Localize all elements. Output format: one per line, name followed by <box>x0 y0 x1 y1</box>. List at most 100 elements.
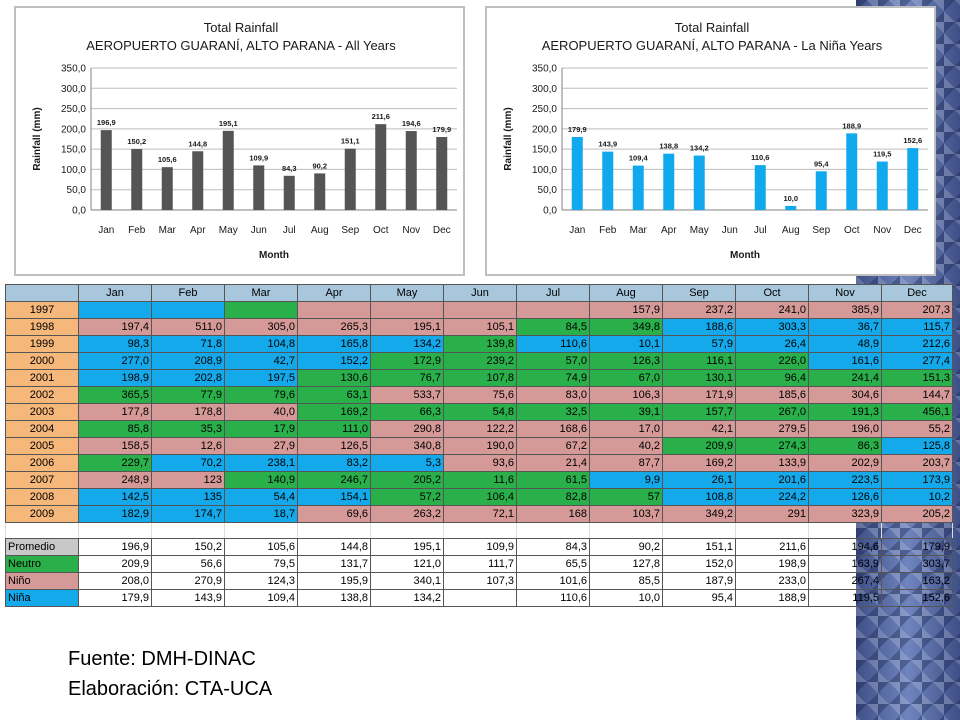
year-cell: 1997 <box>5 301 79 319</box>
value-cell: 305,0 <box>224 318 298 336</box>
column-header <box>5 284 79 302</box>
value-cell: 202,9 <box>808 454 882 472</box>
table-row: 2000 277,0 208,9 42,7 152,2 172,9 239,2 57,0 126… <box>5 352 953 370</box>
x-tick-label: Mar <box>159 225 177 236</box>
value-cell: 123 <box>151 471 225 489</box>
table-row: 1999 98,3 71,8 104,8 165,8 134,2 139,8 110,6 10,… <box>5 335 953 353</box>
value-cell: 165,8 <box>297 335 371 353</box>
summary-label: Neutro <box>5 555 79 573</box>
table-row: 1997 157,9 237,2 241,0 385,9 207,3 <box>5 301 953 319</box>
data-label: 150,2 <box>127 137 146 146</box>
data-label: 179,9 <box>432 125 451 134</box>
value-cell: 151,3 <box>881 369 953 387</box>
summary-value: 109,9 <box>443 538 517 556</box>
data-label: 84,3 <box>282 164 297 173</box>
spacer-cell <box>297 522 371 539</box>
y-axis-label: Rainfall (mm) <box>32 107 43 170</box>
y-tick-label: 0,0 <box>543 206 557 217</box>
data-label: 134,2 <box>690 144 709 153</box>
summary-value: 111,7 <box>443 555 517 573</box>
y-tick-label: 150,0 <box>61 145 86 156</box>
value-cell: 154,1 <box>297 488 371 506</box>
value-cell: 267,0 <box>735 403 809 421</box>
x-tick-label: Oct <box>373 225 389 236</box>
value-cell: 158,5 <box>78 437 152 455</box>
rainfall-table: Jan Feb Mar Apr May Jun Jul Aug Sep Oct Nov Dec 1997… <box>5 284 953 607</box>
bar <box>222 130 234 210</box>
value-cell: 190,0 <box>443 437 517 455</box>
value-cell: 74,9 <box>516 369 590 387</box>
spacer-cell <box>808 522 882 539</box>
value-cell: 108,8 <box>662 488 736 506</box>
year-cell: 2007 <box>5 471 79 489</box>
spacer-cell <box>151 522 225 539</box>
year-cell: 2001 <box>5 369 79 387</box>
column-header: Oct <box>735 284 809 302</box>
value-cell: 161,6 <box>808 352 882 370</box>
value-cell: 130,1 <box>662 369 736 387</box>
y-tick-label: 300,0 <box>61 84 86 95</box>
summary-value <box>443 589 517 607</box>
value-cell: 57 <box>589 488 663 506</box>
year-cell: 2004 <box>5 420 79 438</box>
x-tick-label: May <box>690 225 709 236</box>
table-spacer-row <box>5 522 953 539</box>
spacer-cell <box>589 522 663 539</box>
spacer-cell <box>735 522 809 539</box>
summary-value: 188,9 <box>735 589 809 607</box>
summary-value: 233,0 <box>735 572 809 590</box>
value-cell: 83,0 <box>516 386 590 404</box>
chart-title: Total Rainfall <box>204 20 279 35</box>
value-cell: 104,8 <box>224 335 298 353</box>
value-cell: 241,4 <box>808 369 882 387</box>
summary-value: 109,4 <box>224 589 298 607</box>
summary-value: 152,6 <box>881 589 953 607</box>
summary-value: 127,8 <box>589 555 663 573</box>
value-cell: 126,5 <box>297 437 371 455</box>
value-cell: 277,4 <box>881 352 953 370</box>
summary-value: 101,6 <box>516 572 590 590</box>
bar <box>283 175 295 210</box>
x-axis-label: Month <box>730 250 760 261</box>
spacer-cell <box>443 522 517 539</box>
summary-row: Promedio 196,9 150,2 105,6 144,8 195,1 109,9 84… <box>5 538 953 556</box>
summary-value: 65,5 <box>516 555 590 573</box>
summary-value: 195,9 <box>297 572 371 590</box>
value-cell: 169,2 <box>662 454 736 472</box>
value-cell: 263,2 <box>370 505 444 523</box>
y-tick-label: 50,0 <box>538 185 558 196</box>
data-label: 10,0 <box>783 194 798 203</box>
value-cell <box>443 301 517 319</box>
summary-row: Neutro 209,9 56,6 79,5 131,7 121,0 111,7 65,5 12… <box>5 555 953 573</box>
value-cell: 212,6 <box>881 335 953 353</box>
value-cell: 197,4 <box>78 318 152 336</box>
value-cell: 171,9 <box>662 386 736 404</box>
value-cell: 134,2 <box>370 335 444 353</box>
value-cell: 133,9 <box>735 454 809 472</box>
bar <box>663 153 675 210</box>
summary-value: 270,9 <box>151 572 225 590</box>
year-cell: 2002 <box>5 386 79 404</box>
table-row: 2009 182,9 174,7 18,7 69,6 263,2 72,1 168 103,7 3… <box>5 505 953 523</box>
summary-value: 267,4 <box>808 572 882 590</box>
value-cell: 135 <box>151 488 225 506</box>
value-cell: 239,2 <box>443 352 517 370</box>
value-cell <box>78 301 152 319</box>
value-cell: 71,8 <box>151 335 225 353</box>
summary-value: 138,8 <box>297 589 371 607</box>
bar <box>846 133 858 210</box>
y-tick-label: 250,0 <box>61 104 86 115</box>
value-cell: 72,1 <box>443 505 517 523</box>
table-row: 2008 142,5 135 54,4 154,1 57,2 106,4 82,8 57 108,… <box>5 488 953 506</box>
value-cell: 198,9 <box>78 369 152 387</box>
x-tick-label: Apr <box>661 225 677 236</box>
data-label: 144,8 <box>188 139 207 148</box>
spacer-cell <box>5 522 79 539</box>
value-cell: 83,2 <box>297 454 371 472</box>
value-cell: 152,2 <box>297 352 371 370</box>
value-cell: 144,7 <box>881 386 953 404</box>
summary-value: 131,7 <box>297 555 371 573</box>
value-cell: 511,0 <box>151 318 225 336</box>
bar <box>131 149 143 210</box>
y-tick-label: 0,0 <box>72 206 86 217</box>
